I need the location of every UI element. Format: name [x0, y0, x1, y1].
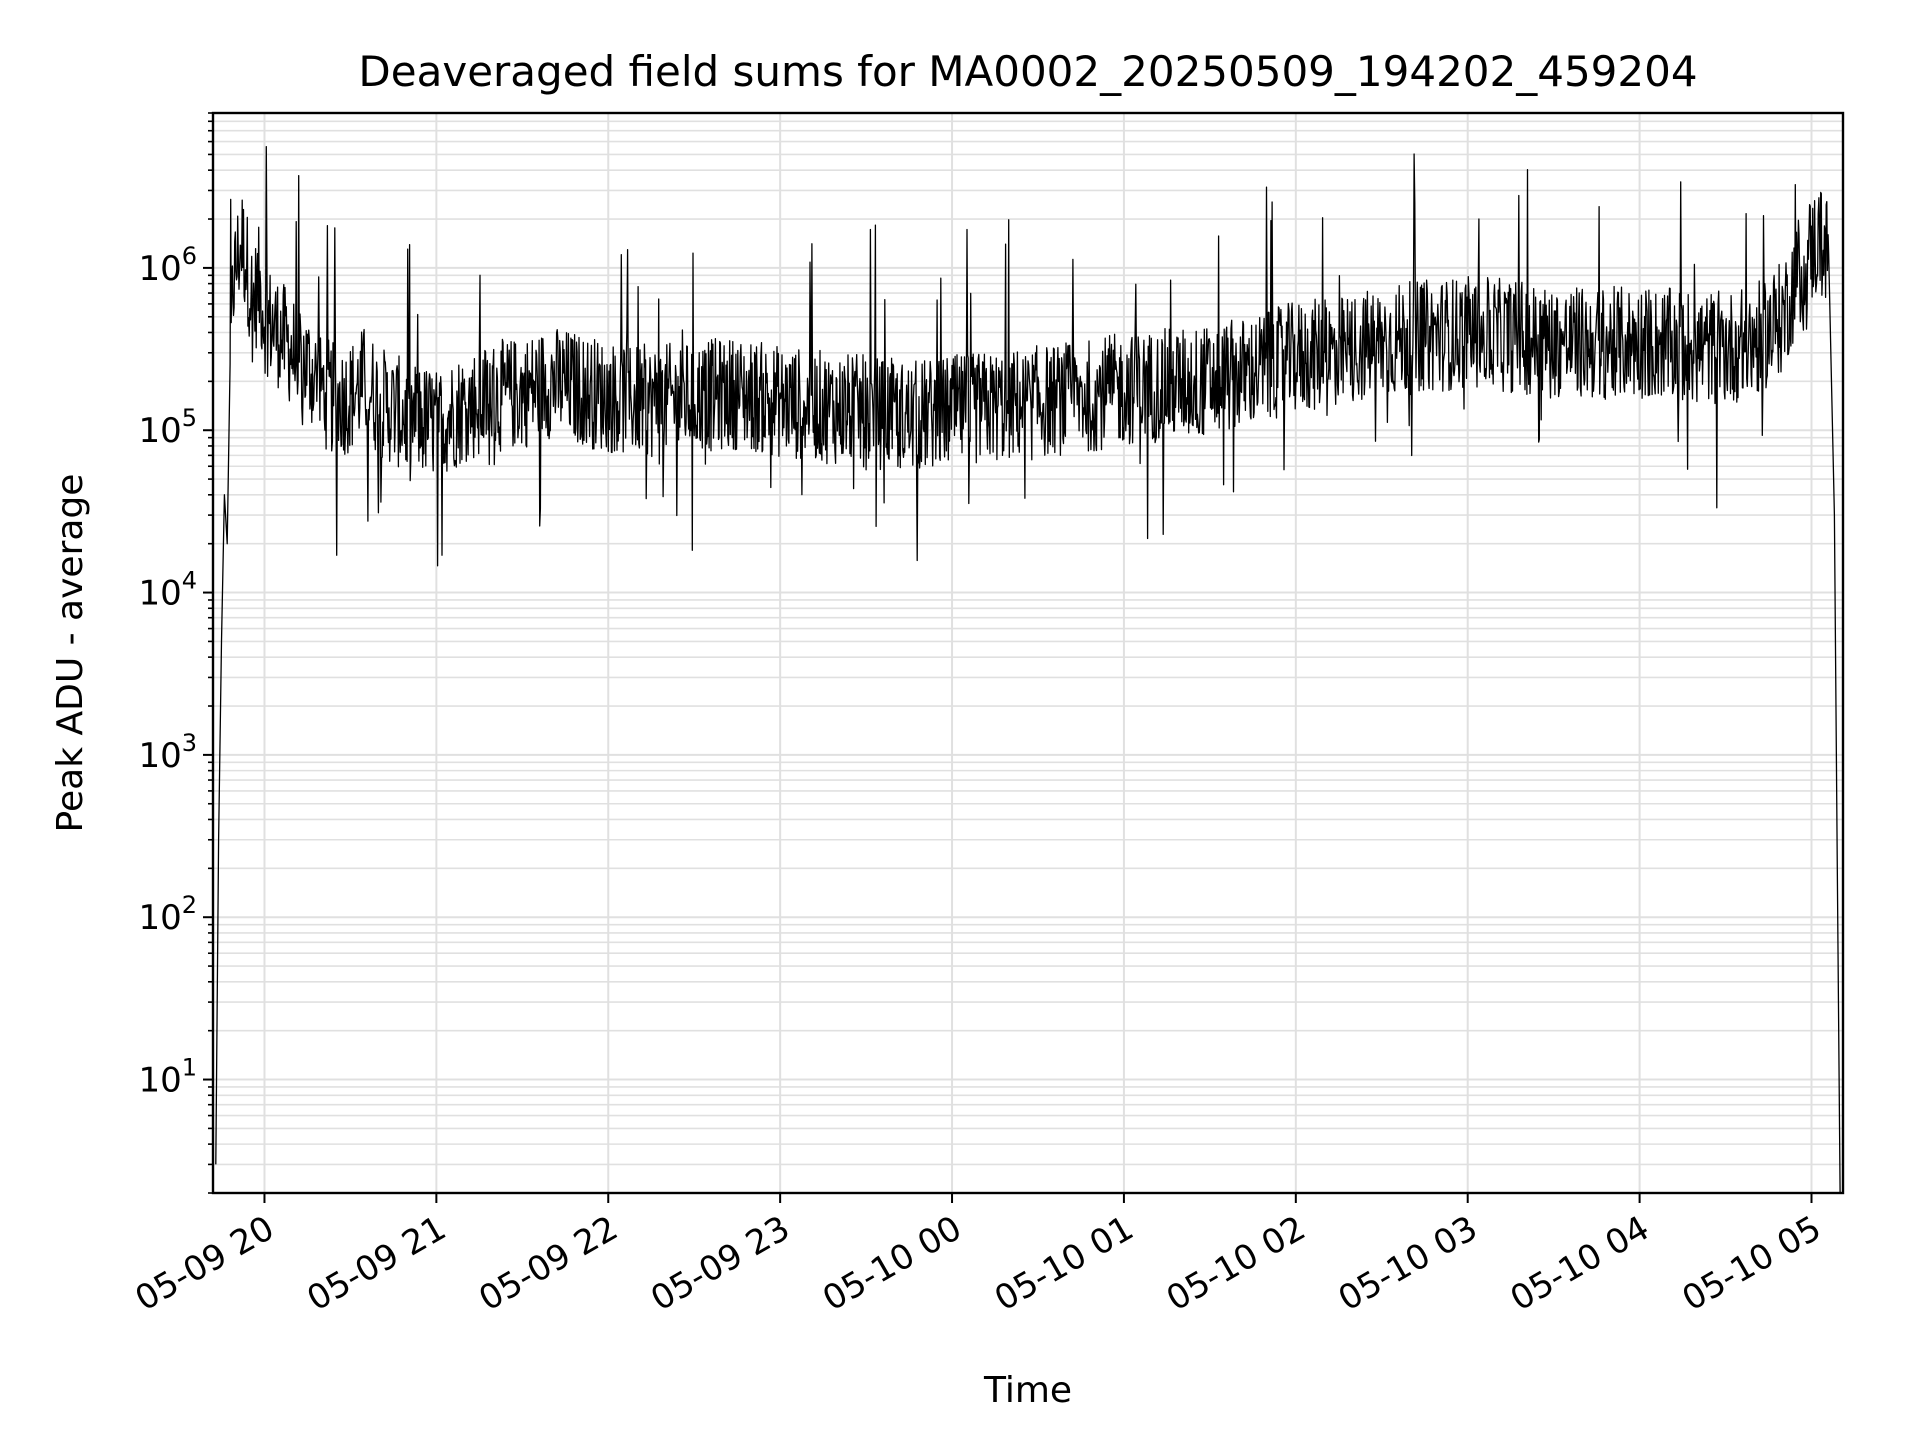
series-line: [215, 145, 1841, 1194]
y-tick-label: 104: [138, 567, 197, 614]
y-tick-label-exponent: 5: [182, 404, 197, 432]
y-tick-label-base: 10: [138, 898, 181, 938]
grid: [213, 112, 1843, 1194]
chart-title: Deaveraged field sums for MA0002_2025050…: [358, 47, 1697, 96]
y-tick-label: 101: [138, 1054, 197, 1101]
x-axis-label: Time: [983, 1370, 1072, 1411]
y-tick-label: 105: [138, 404, 197, 451]
y-tick-label: 103: [138, 729, 197, 776]
y-tick-label: 102: [138, 891, 197, 938]
y-tick-label-exponent: 6: [182, 242, 197, 270]
y-tick-label-base: 10: [138, 574, 181, 614]
y-tick-label-exponent: 4: [182, 567, 197, 595]
series-group: [215, 145, 1841, 1194]
plot-frame: [211, 111, 1845, 1195]
y-tick-label-base: 10: [138, 1061, 181, 1101]
y-tick-label: 106: [138, 242, 197, 289]
y-axis-label: Peak ADU - average: [50, 474, 91, 833]
y-tick-label-base: 10: [138, 411, 181, 451]
y-tick-label-base: 10: [138, 736, 181, 776]
y-tick-label-exponent: 2: [182, 891, 197, 919]
y-tick-label-exponent: 1: [182, 1054, 197, 1082]
y-tick-label-base: 10: [138, 249, 181, 289]
y-tick-label-exponent: 3: [182, 729, 197, 757]
